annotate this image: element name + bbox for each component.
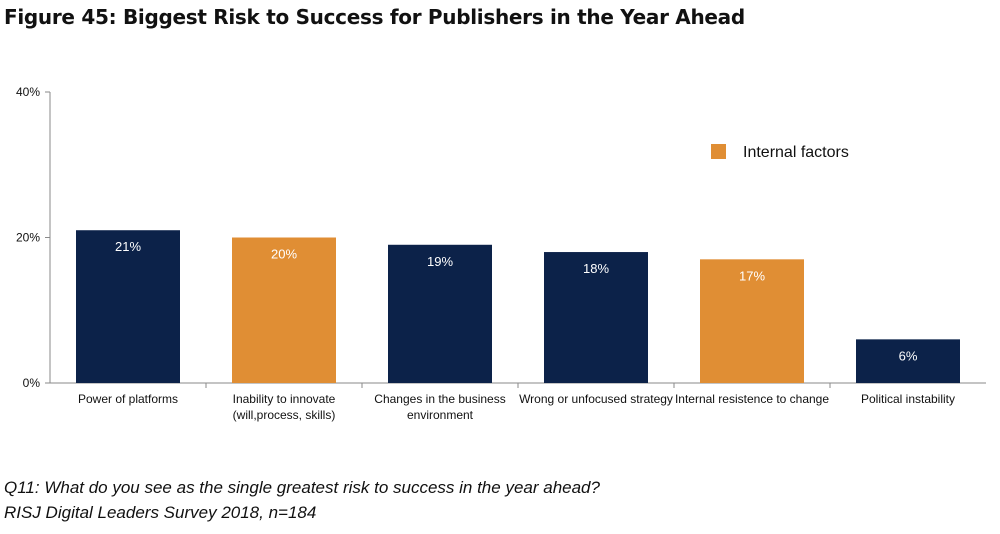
chart-legend: Internal factors <box>711 144 849 161</box>
x-category-label: Changes in the business <box>374 392 505 406</box>
bar <box>232 237 336 383</box>
bar-value-label: 19% <box>427 254 453 269</box>
legend-swatch <box>711 144 726 159</box>
x-category-label: Power of platforms <box>78 392 178 406</box>
y-tick-label: 20% <box>16 231 40 245</box>
x-category-label: environment <box>407 408 474 422</box>
survey-source: RISJ Digital Leaders Survey 2018, n=184 <box>4 503 317 522</box>
bar-value-label: 17% <box>739 268 765 283</box>
x-category-label: Internal resistence to change <box>675 392 829 406</box>
chart-title: Figure 45: Biggest Risk to Success for P… <box>4 5 745 29</box>
legend-label: Internal factors <box>743 144 849 161</box>
x-category-label: Inability to innovate <box>233 392 336 406</box>
bar <box>856 339 960 383</box>
x-category-label: (will,process, skills) <box>233 408 336 422</box>
y-tick-label: 40% <box>16 85 40 99</box>
x-category-label: Wrong or unfocused strategy <box>519 392 673 406</box>
chart-value-labels: 21% 20% 19% 18% 17% 6% <box>115 239 918 363</box>
bar-value-label: 6% <box>899 348 918 363</box>
y-tick-label: 0% <box>23 376 41 390</box>
chart-category-labels: Power of platforms Inability to innovate (… <box>78 392 955 422</box>
bar <box>544 252 648 383</box>
chart-axes: 0% 20% 40% <box>16 85 986 390</box>
x-category-label: Political instability <box>861 392 955 406</box>
bar <box>700 259 804 383</box>
bar <box>388 244 492 383</box>
bar-value-label: 21% <box>115 239 141 254</box>
bar-value-label: 18% <box>583 261 609 276</box>
survey-question: Q11: What do you see as the single great… <box>4 478 600 497</box>
bar <box>76 230 180 383</box>
chart-bars <box>76 230 960 383</box>
bar-value-label: 20% <box>271 247 297 262</box>
